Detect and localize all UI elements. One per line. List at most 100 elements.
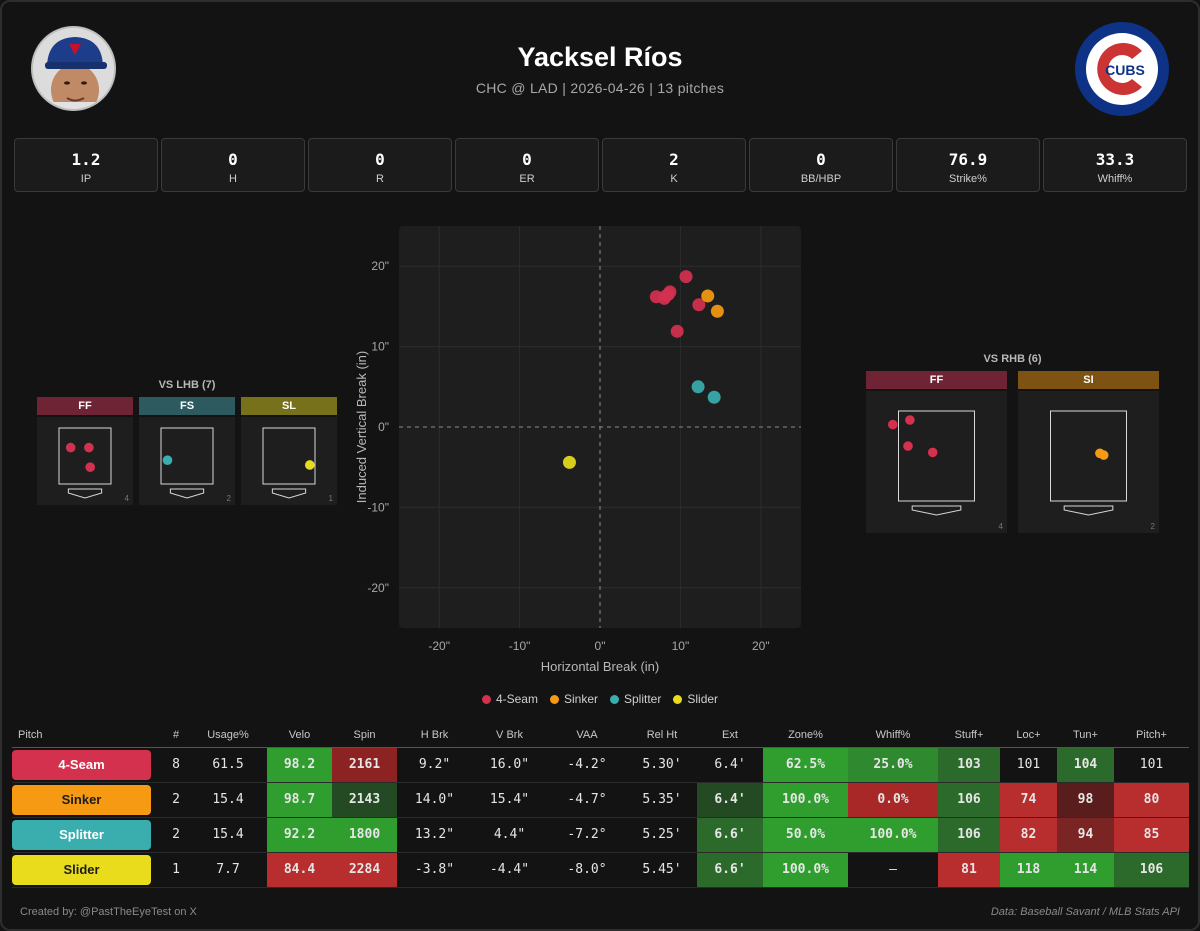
zone-panel-count: 2 [226,494,231,503]
table-body: 4-Seam 8 61.5 98.2 2161 9.2" 16.0" -4.2° 5.30' 6.… [12,747,1189,888]
legend-swatch [673,695,683,704]
pitch-name-pill: Splitter [12,819,151,850]
footer-credit: Created by: @PastTheEyeTest on X [20,906,197,918]
table-cell: 100.0% [763,852,848,888]
stat-label: ER [519,173,535,185]
home-plate [911,505,962,516]
table-cell: 106 [938,782,1000,818]
table-cell: 6.6' [697,852,763,888]
table-cell: 98.7 [267,782,332,818]
table-cell: 6.4' [697,747,763,783]
stat-value: 0 [228,150,238,169]
table-cell: 6.6' [697,817,763,853]
pitch-name-cell: Splitter [12,817,163,853]
table-cell: 106 [1114,852,1189,888]
stat-value: 0 [375,150,385,169]
footer-source: Data: Baseball Savant / MLB Stats API [990,906,1180,918]
zone-pitch-dot [162,455,173,465]
team-logo: CUBS [1074,21,1170,117]
stat-card-bb-hbp: 0 BB/HBP [749,138,893,192]
zone-pitch-dot [888,419,898,430]
column-header: V Brk [472,723,547,748]
strike-zone-plot [1050,410,1127,516]
legend-label: Slider [687,692,719,706]
legend-item-4-seam: 4-Seam [481,692,538,706]
stat-card-whiff-: 33.3 Whiff% [1043,138,1187,192]
column-header: H Brk [397,723,472,748]
table-cell: 81 [938,852,1000,888]
pitch-metrics-table: Pitch # Usage% Velo Spin H Brk V Brk VAA Rel Ht E… [12,723,1189,888]
stat-label: Whiff% [1097,173,1133,185]
column-header: Stuff+ [938,723,1000,748]
legend-label: 4-Seam [495,692,538,706]
pitcher-name: Yacksel Ríos [517,42,683,72]
table-cell: 74 [1000,782,1057,818]
legend-item-sinker: Sinker [549,692,598,706]
table-cell: 101 [1114,747,1189,783]
column-header: Spin [332,723,397,748]
column-header: Tun+ [1057,723,1114,748]
legend-label: Splitter [624,692,662,706]
column-header: Pitch+ [1114,723,1189,748]
zone-header-lhb-fs: FS [139,397,235,415]
pitch-name-cell: Slider [12,852,163,888]
zone-pitch-dot [905,415,915,425]
stat-value: 33.3 [1095,150,1135,169]
table-cell: 7.7 [189,852,267,888]
column-header: # [163,723,189,748]
stat-value: 0 [816,150,826,169]
table-cell: — [848,852,938,888]
stat-value: 76.9 [948,150,988,169]
table-cell: 13.2" [397,817,472,853]
stat-label: R [376,173,384,185]
table-cell: 2161 [332,747,397,783]
table-cell: 0.0% [848,782,938,818]
table-cell: 5.25' [627,817,697,853]
table-cell: 15.4 [189,817,267,853]
zone-pitch-dot [65,442,76,453]
home-plate [169,488,205,499]
table-cell: 25.0% [848,747,938,783]
table-cell: 100.0% [763,782,848,818]
zone-group-title-rhb: VS RHB (6) [983,353,1042,365]
table-cell: 2 [163,782,189,818]
strike-zone-plot [262,427,316,499]
table-cell: 100.0% [848,817,938,853]
stat-value: 0 [522,150,532,169]
legend-swatch [610,695,619,704]
column-header: VAA [547,723,627,748]
zone-panel-rhb-ff: 4 [866,391,1007,533]
table-cell: -8.0° [547,852,627,888]
table-cell: 2143 [332,782,397,818]
column-header: Pitch [12,723,163,748]
strike-zone-plot [160,427,214,499]
pitch-name-cell: Sinker [12,782,163,818]
column-header: Velo [267,723,332,748]
table-cell: 85 [1114,817,1189,853]
legend-swatch [481,695,491,704]
table-cell: 9.2" [397,747,472,783]
zone-pitch-dot [1098,450,1109,460]
player-headshot [31,26,116,111]
stat-value: 2 [669,150,679,169]
stat-card-ip: 1.2 IP [14,138,158,192]
zone-pitch-dot [84,442,94,453]
table-cell: 104 [1057,747,1114,783]
table-cell: 80 [1114,782,1189,818]
table-row: Slider 1 7.7 84.4 2284 -3.8" -4.4" -8.0° 5.45' 6.… [12,852,1189,888]
table-cell: 50.0% [763,817,848,853]
chart-legend: 4-Seam Sinker Splitter Slider [0,692,1200,706]
zone-header-rhb-ff: FF [866,371,1007,389]
table-header-row: Pitch # Usage% Velo Spin H Brk V Brk VAA Rel Ht E… [12,723,1189,748]
pitch-name-cell: 4-Seam [12,747,163,783]
strike-zone-box [262,427,316,485]
zone-panel-lhb-sl: 1 [241,417,337,505]
table-cell: 2 [163,817,189,853]
table-cell: -4.7° [547,782,627,818]
table-cell: 1 [163,852,189,888]
table-cell: 98 [1057,782,1114,818]
table-cell: 6.4' [697,782,763,818]
